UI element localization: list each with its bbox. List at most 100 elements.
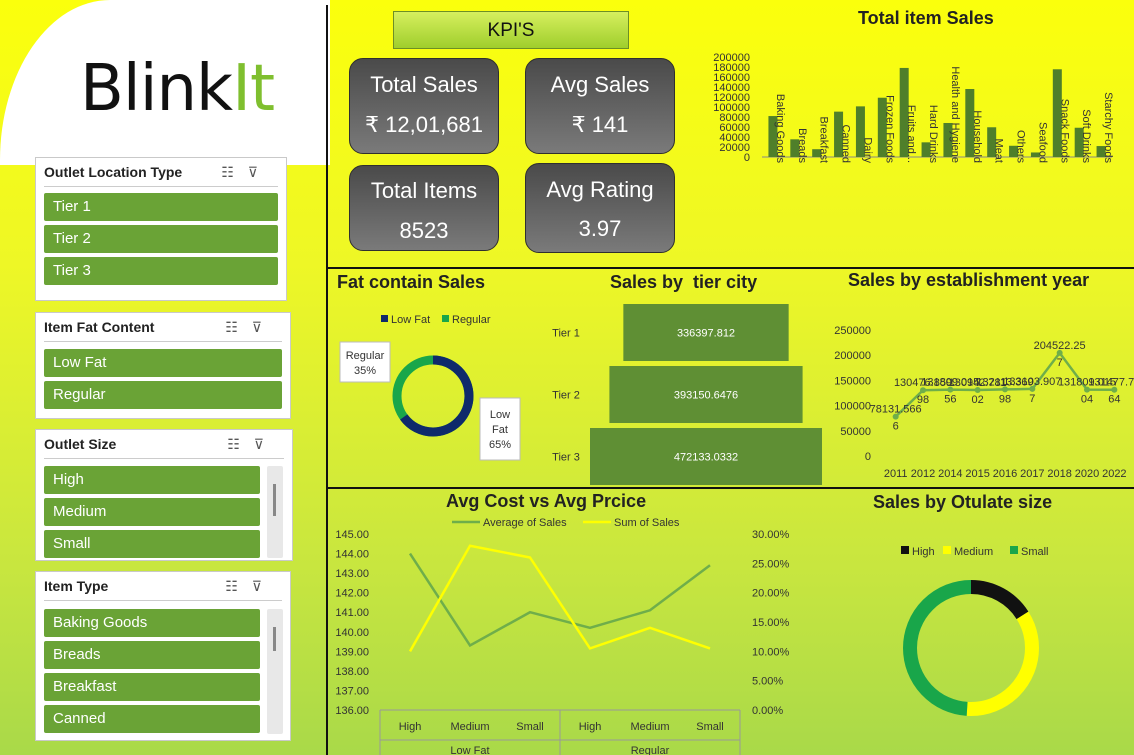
y-tick-label-right: 15.00%: [752, 617, 790, 629]
kpi-label: Avg Rating: [546, 177, 654, 202]
slicer-icons: ☷⊽: [225, 319, 276, 336]
y-tick-label-right: 10.00%: [752, 646, 790, 658]
point-label: 131809.015: [921, 377, 979, 389]
x-tick-label: Soft Drinks: [1080, 109, 1092, 163]
y-tick-label-left: 138.00: [335, 666, 369, 678]
brand-backdrop: [0, 0, 330, 165]
y-tick-label-right: 5.00%: [752, 676, 783, 688]
x-tick-label: Household: [971, 110, 983, 163]
point-label: 204522.25: [1034, 340, 1086, 352]
x-tick-label: Snack Foods: [1058, 99, 1070, 164]
x-tick-label: Starchy Foods: [1102, 92, 1114, 163]
slicer-item[interactable]: Canned: [44, 705, 260, 733]
kpi-label: Total Sales: [370, 72, 478, 97]
y-tick-label: 140000: [713, 82, 750, 94]
slicer-scrollbar[interactable]: [267, 466, 283, 558]
point-label: 133103.907: [1003, 376, 1061, 388]
y-tick-label: 0: [744, 152, 750, 164]
bar: [1096, 146, 1106, 157]
slicer-item[interactable]: Medium: [44, 498, 260, 526]
series-line-sum: [408, 544, 711, 652]
bar: [812, 149, 822, 157]
point-label: 132113.369: [976, 376, 1033, 388]
point-label: 130942.781: [949, 377, 1007, 389]
x-tick-label: Breads: [796, 128, 808, 163]
chart-fat-content: Low Fat Regular Regular 35% Low Fat 65%: [339, 314, 521, 461]
clear-filter-icon[interactable]: ⊽: [251, 319, 276, 335]
legend-label: Small: [1021, 546, 1049, 558]
y-tick-label: 200000: [834, 350, 871, 362]
slicer-item[interactable]: Tier 3: [44, 257, 278, 285]
slicer-item[interactable]: Regular: [44, 381, 282, 409]
slicer-item[interactable]: Small: [44, 530, 260, 558]
kpi-label: Avg Sales: [550, 72, 650, 97]
point-label: 131809.015: [1058, 377, 1116, 389]
point-label: 56: [944, 394, 956, 406]
point-label: 04: [1081, 394, 1093, 406]
slicer-item[interactable]: High: [44, 466, 260, 494]
slicer-item[interactable]: Low Fat: [44, 349, 282, 377]
x-tick-label: Small: [696, 721, 724, 733]
y-tick-label: 120000: [713, 92, 750, 104]
slicer-item[interactable]: Breakfast: [44, 673, 260, 701]
clear-filter-icon[interactable]: ⊽: [251, 578, 276, 594]
x-tick-label: Fruits and...: [905, 105, 917, 163]
x-tick-label: Health and Hygiene: [949, 66, 961, 163]
legend-label: High: [912, 546, 935, 558]
multi-select-icon[interactable]: ☷: [221, 164, 248, 180]
data-label: 472133.0332: [674, 452, 738, 464]
x-tick-label: 2020: [1075, 468, 1099, 480]
callout-label: Fat: [492, 424, 508, 436]
y-tick-label: 50000: [840, 426, 871, 438]
x-group-label: Regular: [631, 745, 670, 755]
y-tick-label-left: 142.00: [335, 588, 369, 600]
kpi-card-total-items: Total Items 8523: [349, 165, 499, 251]
point-label: 64: [1108, 394, 1120, 406]
clear-filter-icon[interactable]: ⊽: [247, 164, 272, 180]
divider-vertical: [326, 5, 328, 755]
slicer-scrollbar[interactable]: [267, 609, 283, 734]
y-tick-label: 250000: [834, 325, 871, 337]
bar: [1030, 152, 1040, 157]
data-point: [892, 413, 899, 420]
x-tick-label: Breakfast: [818, 117, 830, 163]
x-tick-label: Others: [1015, 130, 1027, 164]
callout-value: 65%: [489, 439, 511, 451]
multi-select-icon[interactable]: ☷: [225, 578, 252, 594]
x-tick-label: 2016: [993, 468, 1017, 480]
slicer-title: Outlet Size: [44, 436, 117, 452]
slicer-item[interactable]: Breads: [44, 641, 260, 669]
slicer-item-fat-content: Item Fat Content ☷⊽ Low Fat Regular: [35, 312, 291, 419]
slicer-item[interactable]: Tier 2: [44, 225, 278, 253]
category-label: Tier 1: [552, 328, 580, 340]
multi-select-icon[interactable]: ☷: [227, 436, 254, 452]
callout-value: 35%: [354, 365, 376, 377]
multi-select-icon[interactable]: ☷: [225, 319, 252, 335]
legend-label: Average of Sales: [483, 517, 567, 529]
y-tick-label-right: 30.00%: [752, 529, 790, 541]
data-point: [1084, 386, 1090, 393]
x-tick-label: Frozen Foods: [883, 95, 895, 163]
kpi-value: ₹ 12,01,681: [365, 112, 483, 137]
slicer-icons: ☷⊽: [227, 436, 278, 453]
x-tick-label: Meat: [993, 139, 1005, 163]
divider-horizontal-2: [327, 487, 1134, 489]
point-label: 78131.566: [870, 404, 922, 416]
data-label: 393150.6476: [674, 390, 738, 402]
point-label: 130476.859: [894, 377, 952, 389]
y-tick-label: 20000: [719, 142, 750, 154]
data-point: [920, 387, 926, 394]
clear-filter-icon[interactable]: ⊽: [253, 436, 278, 452]
slicer-item[interactable]: Tier 1: [44, 193, 278, 221]
y-tick-label-left: 144.00: [335, 549, 369, 561]
chart-sales-by-outlet-size: High Medium Small: [901, 546, 1049, 716]
point-label: 02: [972, 394, 984, 406]
x-tick-label: 2012: [911, 468, 935, 480]
y-tick-label: 160000: [713, 72, 750, 84]
slicer-title: Item Fat Content: [44, 319, 155, 335]
legend-label: Low Fat: [391, 314, 430, 326]
slicer-divider: [44, 458, 284, 459]
data-point: [1056, 349, 1063, 356]
legend-swatch: [442, 315, 449, 322]
slicer-item[interactable]: Baking Goods: [44, 609, 260, 637]
